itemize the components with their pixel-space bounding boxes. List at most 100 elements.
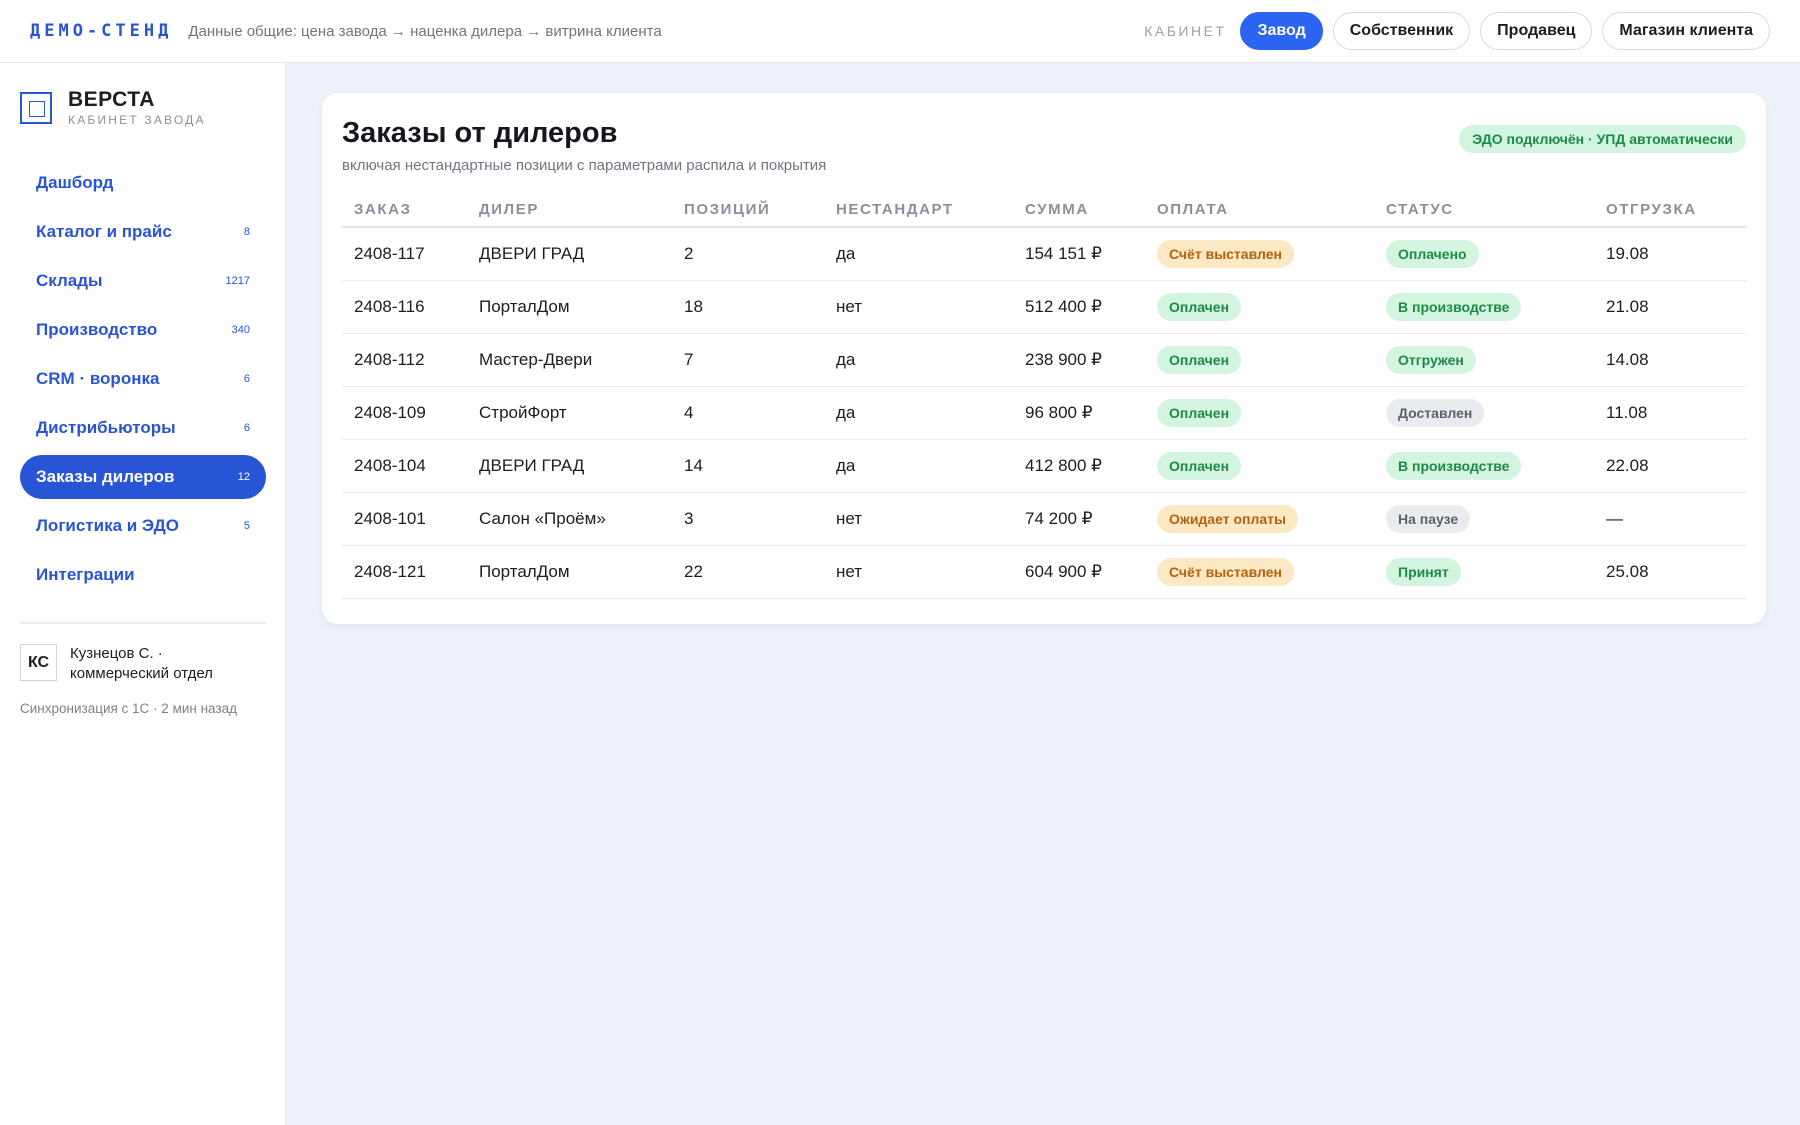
dealer-name: ПорталДом [467, 545, 672, 599]
shipment-date: 22.08 [1594, 439, 1747, 493]
cabinet-switcher: КАБИНЕТ Завод Собственник Продавец Магаз… [1144, 12, 1770, 50]
order-number[interactable]: 2408-109 [342, 386, 467, 440]
column-header-payment[interactable]: ОПЛАТА [1145, 201, 1374, 228]
order-number[interactable]: 2408-112 [342, 333, 467, 387]
table-row[interactable]: 2408-121 ПорталДом 22 нет 604 900 ₽ Счёт… [342, 545, 1747, 599]
sidebar-item-count: 340 [231, 324, 250, 336]
payment-badge: Оплачен [1157, 345, 1242, 374]
table-row[interactable]: 2408-104 ДВЕРИ ГРАД 14 да 412 800 ₽ Опла… [342, 439, 1747, 493]
payment-badge: Счёт выставлен [1157, 557, 1294, 586]
sidebar-item-count: 6 [243, 373, 250, 385]
nonstandard-flag: да [824, 333, 1013, 387]
status-badge: Принят [1386, 557, 1461, 586]
items-count: 2 [672, 227, 824, 281]
dealer-name: ПорталДом [467, 280, 672, 334]
items-count: 18 [672, 280, 824, 334]
sidebar-item-dealer-orders[interactable]: Заказы дилеров 12 [20, 455, 266, 499]
cabinet-seller-button[interactable]: Продавец [1480, 12, 1593, 50]
page-title: Заказы от дилеров [342, 117, 618, 149]
sidebar-item-catalog[interactable]: Каталог и прайс 8 [20, 210, 266, 254]
payment-badge: Оплачен [1157, 398, 1242, 427]
table-row[interactable]: 2408-101 Салон «Проём» 3 нет 74 200 ₽ Ож… [342, 492, 1747, 546]
edo-status-badge: ЭДО подключён · УПД автоматически [1459, 125, 1746, 153]
sidebar-item-dashboard[interactable]: Дашборд [20, 161, 266, 205]
order-number[interactable]: 2408-117 [342, 227, 467, 281]
order-sum: 512 400 ₽ [1013, 280, 1145, 334]
table-row[interactable]: 2408-109 СтройФорт 4 да 96 800 ₽ Оплачен… [342, 386, 1747, 440]
nonstandard-flag: нет [824, 492, 1013, 546]
shipment-date: 21.08 [1594, 280, 1747, 334]
order-sum: 74 200 ₽ [1013, 492, 1145, 546]
cabinet-client-shop-button[interactable]: Магазин клиента [1602, 12, 1770, 50]
status-badge: Оплачено [1386, 239, 1479, 268]
avatar: КС [20, 644, 57, 681]
sidebar-item-label: Логистика и ЭДО [36, 516, 179, 535]
payment-badge: Счёт выставлен [1157, 239, 1294, 268]
logo-subtitle: КАБИНЕТ ЗАВОДА [68, 113, 206, 127]
order-sum: 238 900 ₽ [1013, 333, 1145, 387]
sidebar-item-warehouses[interactable]: Склады 1217 [20, 259, 266, 303]
sidebar-item-label: Дистрибьюторы [36, 418, 176, 437]
page-subtitle: включая нестандартные позиции с параметр… [342, 157, 827, 174]
items-count: 4 [672, 386, 824, 440]
sidebar-item-integrations[interactable]: Интеграции [20, 553, 266, 597]
top-bar: ДЕМО-СТЕНД Данные общие: цена завода → н… [0, 0, 1800, 63]
logo-square-icon [20, 92, 52, 124]
sidebar-logo[interactable]: ВЕРСТА КАБИНЕТ ЗАВОДА [20, 89, 206, 127]
status-badge: На паузе [1386, 504, 1471, 533]
column-header-dealer[interactable]: ДИЛЕР [467, 201, 672, 228]
column-header-shipment[interactable]: ОТГРУЗКА [1594, 201, 1747, 228]
status-badge: Доставлен [1386, 398, 1485, 427]
cabinet-factory-button[interactable]: Завод [1240, 12, 1323, 50]
table-row[interactable]: 2408-117 ДВЕРИ ГРАД 2 да 154 151 ₽ Счёт … [342, 227, 1747, 281]
sidebar-item-count: 5 [243, 520, 250, 532]
sidebar-item-count: 1217 [225, 275, 250, 287]
sidebar-item-label: Каталог и прайс [36, 222, 172, 241]
logo-title: ВЕРСТА [68, 88, 155, 111]
table-row[interactable]: 2408-112 Мастер-Двери 7 да 238 900 ₽ Опл… [342, 333, 1747, 387]
shipment-date: 19.08 [1594, 227, 1747, 281]
data-flow-caption: Данные общие: цена завода → наценка диле… [188, 22, 662, 40]
sidebar-item-production[interactable]: Производство 340 [20, 308, 266, 352]
orders-table: ЗАКАЗ ДИЛЕР ПОЗИЦИЙ НЕСТАНДАРТ СУММА ОПЛ… [342, 201, 1747, 599]
sidebar-item-label: Заказы дилеров [36, 467, 175, 486]
sidebar-item-label: Склады [36, 271, 103, 290]
sidebar-item-distributors[interactable]: Дистрибьюторы 6 [20, 406, 266, 450]
brand-logo[interactable]: ДЕМО-СТЕНД [30, 21, 173, 41]
orders-card: Заказы от дилеров включая нестандартные … [322, 93, 1766, 624]
sidebar-item-count: 6 [243, 422, 250, 434]
cabinet-owner-button[interactable]: Собственник [1332, 12, 1471, 50]
sidebar-item-logistics[interactable]: Логистика и ЭДО 5 [20, 504, 266, 548]
sync-status: Синхронизация с 1С · 2 мин назад [20, 701, 237, 716]
nonstandard-flag: нет [824, 280, 1013, 334]
user-profile[interactable]: КС Кузнецов С. · коммерческий отдел [20, 644, 250, 684]
order-number[interactable]: 2408-116 [342, 280, 467, 334]
cabinet-label: КАБИНЕТ [1144, 23, 1227, 39]
payment-badge: Оплачен [1157, 292, 1242, 321]
sidebar-item-label: Дашборд [36, 173, 114, 192]
items-count: 7 [672, 333, 824, 387]
status-badge: В производстве [1386, 292, 1522, 321]
sidebar-item-label: Интеграции [36, 565, 135, 584]
items-count: 3 [672, 492, 824, 546]
order-number[interactable]: 2408-101 [342, 492, 467, 546]
table-row[interactable]: 2408-116 ПорталДом 18 нет 512 400 ₽ Опла… [342, 280, 1747, 334]
column-header-items[interactable]: ПОЗИЦИЙ [672, 201, 824, 228]
items-count: 14 [672, 439, 824, 493]
column-header-order[interactable]: ЗАКАЗ [342, 201, 467, 228]
sidebar-item-crm[interactable]: CRM · воронка 6 [20, 357, 266, 401]
column-header-nonstandard[interactable]: НЕСТАНДАРТ [824, 201, 1013, 228]
column-header-sum[interactable]: СУММА [1013, 201, 1145, 228]
status-badge: Отгружен [1386, 345, 1476, 374]
nonstandard-flag: да [824, 386, 1013, 440]
payment-badge: Оплачен [1157, 451, 1242, 480]
order-number[interactable]: 2408-121 [342, 545, 467, 599]
order-number[interactable]: 2408-104 [342, 439, 467, 493]
column-header-status[interactable]: СТАТУС [1374, 201, 1594, 228]
sidebar: ВЕРСТА КАБИНЕТ ЗАВОДА Дашборд Каталог и … [0, 63, 286, 1125]
dealer-name: Мастер-Двери [467, 333, 672, 387]
dealer-name: ДВЕРИ ГРАД [467, 439, 672, 493]
shipment-date: 25.08 [1594, 545, 1747, 599]
sidebar-divider [20, 622, 266, 624]
dealer-name: СтройФорт [467, 386, 672, 440]
